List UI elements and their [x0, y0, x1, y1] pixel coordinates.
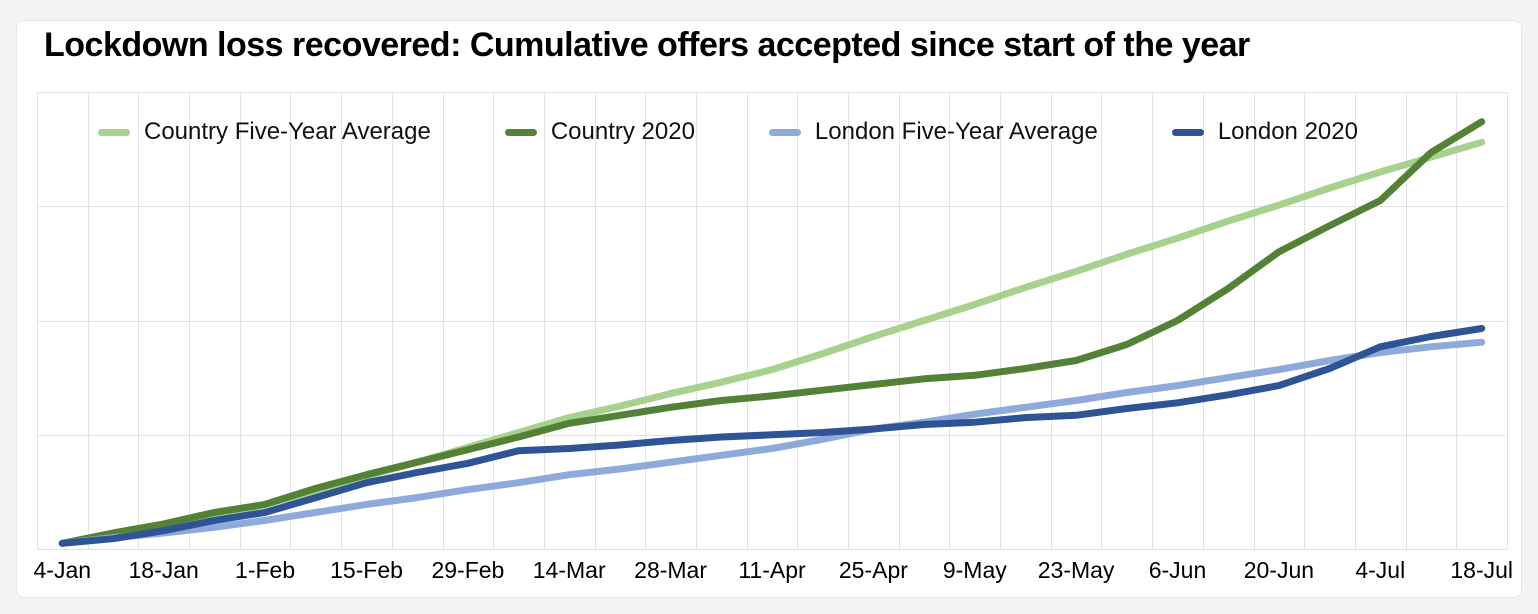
legend-label: London 2020	[1217, 118, 1358, 145]
legend-swatch-icon	[98, 128, 130, 136]
legend-item: Country Five-Year Average	[98, 118, 431, 146]
series-line-country-five-year-average	[58, 138, 1486, 547]
series-line-london-2020	[58, 325, 1486, 547]
legend-swatch-icon	[1171, 128, 1204, 136]
chart-title: Lockdown loss recovered: Cumulative offe…	[44, 26, 1250, 64]
chart-legend: Country Five-Year Average Country 2020 Lon…	[98, 118, 1358, 146]
legend-label: Country 2020	[550, 118, 695, 145]
legend-label: Country Five-Year Average	[144, 118, 431, 145]
legend-swatch-icon	[504, 128, 537, 136]
legend-label: London Five-Year Average	[814, 118, 1098, 145]
legend-item: London Five-Year Average	[768, 118, 1098, 146]
series-line-london-five-year-average	[58, 338, 1486, 547]
legend-item: Country 2020	[504, 118, 695, 146]
series-line-country-2020	[58, 118, 1486, 547]
legend-swatch-icon	[768, 128, 801, 136]
legend-item: London 2020	[1171, 118, 1358, 146]
